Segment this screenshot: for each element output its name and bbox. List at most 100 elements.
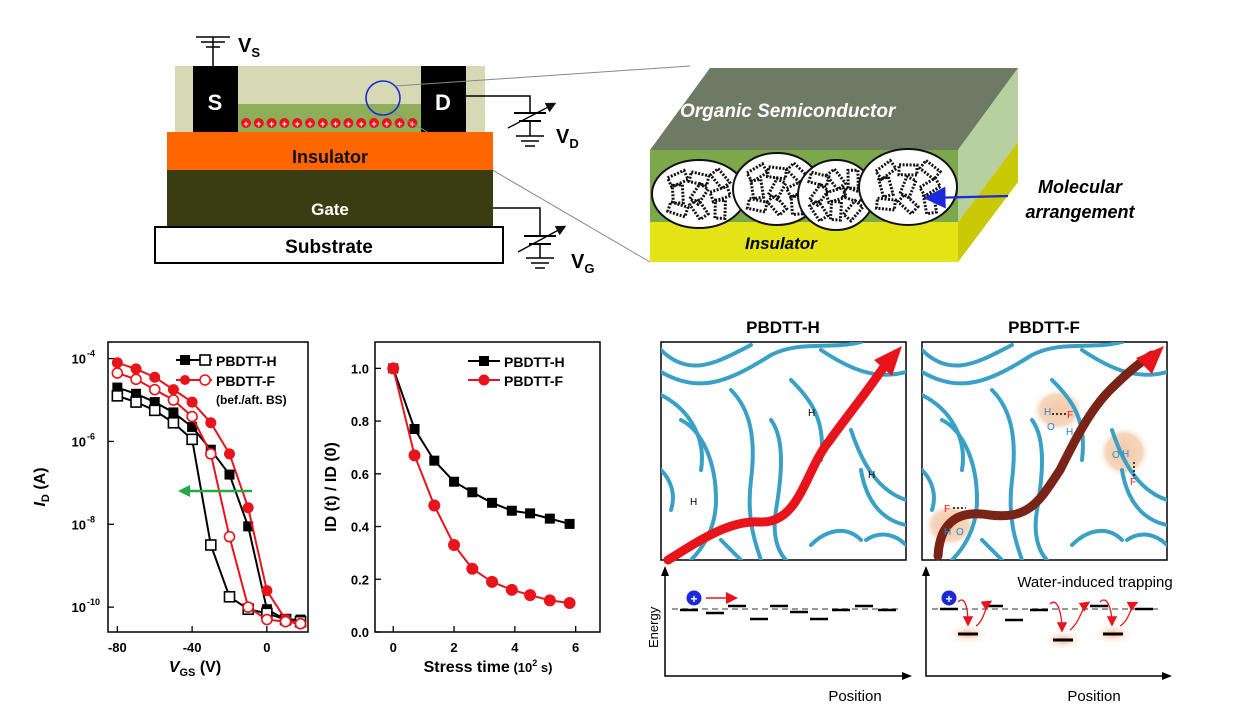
transfer-ylabel: ID (A) bbox=[32, 467, 52, 506]
y-tick-label: 0.0 bbox=[351, 625, 369, 640]
water-h-4: H bbox=[944, 527, 951, 538]
data-point bbox=[505, 583, 518, 596]
data-point bbox=[205, 417, 217, 429]
svg-text:+: + bbox=[282, 119, 287, 129]
svg-text:+: + bbox=[410, 119, 415, 129]
energy-diagram-f: Position Water-induced trapping + bbox=[922, 566, 1173, 705]
hole-charge bbox=[394, 118, 405, 128]
data-point bbox=[112, 382, 123, 393]
data-point bbox=[223, 530, 236, 543]
svg-text:+: + bbox=[243, 119, 248, 129]
svg-text:-4: -4 bbox=[87, 349, 95, 359]
hole-charge bbox=[356, 118, 367, 128]
hole-charge bbox=[317, 118, 328, 128]
data-point bbox=[563, 597, 576, 609]
trap-label: Water-induced trapping bbox=[1017, 574, 1172, 591]
stress-ylabel: ID (t) / ID (0) bbox=[323, 442, 340, 532]
data-point bbox=[486, 575, 499, 588]
data-point bbox=[409, 424, 420, 434]
svg-text:+: + bbox=[269, 119, 274, 129]
data-point bbox=[148, 404, 161, 417]
water-h-1: H bbox=[1044, 407, 1051, 418]
svg-text:-6: -6 bbox=[87, 431, 95, 441]
hole-charge bbox=[292, 118, 303, 128]
data-point bbox=[130, 373, 142, 386]
legend2-f: PBDTT-F bbox=[504, 373, 564, 389]
data-point bbox=[524, 589, 537, 602]
hole-f bbox=[941, 590, 957, 606]
data-point bbox=[186, 433, 198, 446]
hole-charge bbox=[241, 118, 251, 128]
data-point bbox=[294, 617, 307, 630]
data-point bbox=[449, 476, 460, 487]
vg-label: VG bbox=[571, 251, 594, 276]
gate-layer bbox=[167, 170, 493, 227]
water-h-3: H bbox=[1122, 449, 1129, 460]
svg-text:+: + bbox=[346, 119, 351, 129]
hole-charge bbox=[305, 118, 315, 128]
x-tick-label: 2 bbox=[450, 640, 457, 655]
data-point bbox=[429, 455, 440, 466]
stress-chart: 0 2 4 6 0.0 0.2 0.4 0.6 0.8 1.0 PBDTT-H PBDTT-F S… bbox=[323, 341, 601, 676]
transfer-plot-frame bbox=[107, 341, 309, 633]
transfer-legend: PBDTT-H PBDTT-F (bef./aft. BS) bbox=[176, 353, 287, 407]
y-tick-label: 0.4 bbox=[351, 520, 370, 535]
x-tick-label: 4 bbox=[511, 640, 519, 655]
hole-charge bbox=[279, 118, 290, 128]
source-electrode bbox=[193, 66, 238, 132]
svg-text:+: + bbox=[397, 119, 402, 129]
data-point bbox=[130, 396, 142, 408]
y-tick-label: 10 bbox=[72, 600, 86, 615]
data-point bbox=[186, 410, 198, 423]
accumulated-holes: + + + + + + + + + + + + + + bbox=[241, 118, 418, 129]
hole-charge bbox=[343, 118, 354, 128]
zoom-semiconductor-label: Organic Semiconductor bbox=[680, 101, 897, 122]
svg-text:+: + bbox=[295, 119, 300, 129]
svg-text:+: + bbox=[945, 592, 952, 606]
y-tick-label: 10 bbox=[72, 352, 86, 367]
f-atom-2: F bbox=[1130, 477, 1136, 488]
y-tick-label: 10 bbox=[72, 434, 86, 449]
data-point bbox=[111, 390, 124, 402]
svg-text:-10: -10 bbox=[87, 597, 100, 607]
svg-text:+: + bbox=[359, 119, 364, 129]
semiconductor-side bbox=[958, 68, 1018, 222]
legend-h: PBDTT-H bbox=[216, 353, 277, 369]
data-point bbox=[111, 367, 124, 379]
data-point bbox=[279, 615, 292, 628]
stress-plot-frame bbox=[374, 341, 601, 633]
stress-legend: PBDTT-H PBDTT-F bbox=[468, 354, 565, 389]
svg-text:+: + bbox=[333, 119, 338, 129]
svg-text:+: + bbox=[384, 119, 389, 129]
polymer-chains-h bbox=[661, 342, 906, 560]
hole-h bbox=[686, 590, 702, 606]
data-point bbox=[466, 562, 479, 575]
hole-charge bbox=[253, 118, 264, 128]
x-tick-label: 0 bbox=[263, 640, 270, 655]
data-point bbox=[564, 518, 575, 529]
y-tick-label: 10 bbox=[72, 517, 86, 532]
zoom-block: Insulator Organic Semiconductor Molecula… bbox=[650, 68, 1136, 262]
water-h-2: H bbox=[1066, 427, 1073, 438]
data-point bbox=[467, 487, 478, 498]
transport-path-h bbox=[663, 353, 895, 565]
data-point bbox=[149, 397, 160, 408]
water-o-3: O bbox=[956, 527, 964, 538]
legend-f: PBDTT-F bbox=[216, 373, 276, 389]
series-open-circle bbox=[111, 367, 307, 630]
x-tick-label: 6 bbox=[572, 640, 579, 655]
transfer-chart: -80 -40 010-410-610-810-10 PBDTT-H PBDTT-F… bbox=[32, 341, 309, 679]
transfer-xlabel: VGS (V) bbox=[169, 659, 221, 679]
data-point bbox=[223, 590, 236, 603]
data-point bbox=[167, 384, 179, 396]
svg-text:+: + bbox=[320, 119, 325, 129]
data-point bbox=[243, 521, 254, 532]
legend-note: (bef./aft. BS) bbox=[216, 393, 287, 407]
hole-charge bbox=[266, 118, 277, 128]
morphology-f-panel: PBDTT-F H O H F H O F H O F bbox=[921, 318, 1168, 561]
gate-label: Gate bbox=[311, 200, 349, 219]
vd-label: VD bbox=[556, 126, 579, 151]
data-point bbox=[525, 508, 536, 519]
morphology-h-panel: PBDTT-H H H H bbox=[660, 318, 907, 565]
insulator-layer bbox=[167, 132, 493, 170]
